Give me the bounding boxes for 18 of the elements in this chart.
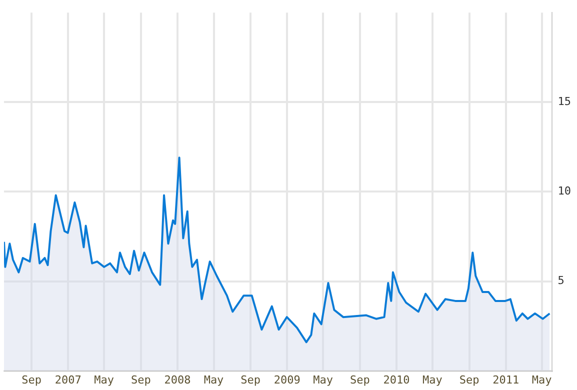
x-tick-label: 2011 xyxy=(492,373,520,386)
x-tick-label: May xyxy=(532,373,552,386)
x-tick-label: 2010 xyxy=(383,373,410,386)
x-tick-label: May xyxy=(94,373,114,386)
y-tick-label: 5 xyxy=(558,274,564,288)
x-tick-label: Sep xyxy=(350,373,370,386)
x-tick-label: Sep xyxy=(240,373,261,386)
x-tick-label: May xyxy=(422,373,443,386)
x-tick-label: Sep xyxy=(459,373,480,386)
x-tick-label: May xyxy=(204,373,224,386)
x-tick-label: 2007 xyxy=(54,373,82,386)
x-tick-label: Sep xyxy=(22,373,42,386)
x-tick-label: May xyxy=(313,373,334,386)
x-tick-label: 2008 xyxy=(164,373,191,386)
x-tick-label: Sep xyxy=(131,373,151,386)
y-tick-label: 10 xyxy=(558,184,572,198)
x-tick-label: 2009 xyxy=(274,373,300,386)
y-tick-label: 15 xyxy=(558,95,572,108)
